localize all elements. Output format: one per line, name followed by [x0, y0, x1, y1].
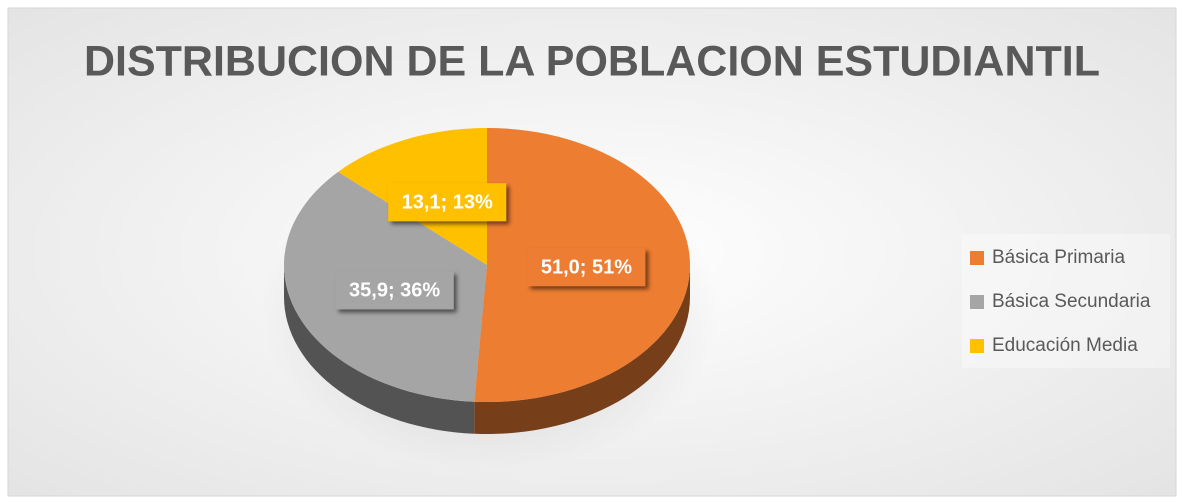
data-label-box: [527, 248, 646, 287]
legend-label: Básica Primaria: [992, 247, 1125, 268]
data-label: 35,9; 36%: [349, 280, 440, 302]
slice-side: [474, 265, 690, 434]
legend-label: Educación Media: [992, 335, 1138, 356]
data-label: 51,0; 51%: [541, 256, 632, 278]
legend-swatch: [970, 339, 984, 353]
legend-label: Básica Secundaria: [992, 291, 1151, 312]
legend-swatch: [970, 251, 984, 265]
legend-box: [962, 234, 1170, 368]
legend-swatch: [970, 295, 984, 309]
data-label-box: [388, 183, 507, 222]
slice-side: [284, 265, 475, 434]
data-label: 13,1; 13%: [402, 192, 493, 214]
chart-title: DISTRIBUCION DE LA POBLACION ESTUDIANTIL: [84, 37, 1100, 85]
data-label-box: [335, 271, 454, 310]
